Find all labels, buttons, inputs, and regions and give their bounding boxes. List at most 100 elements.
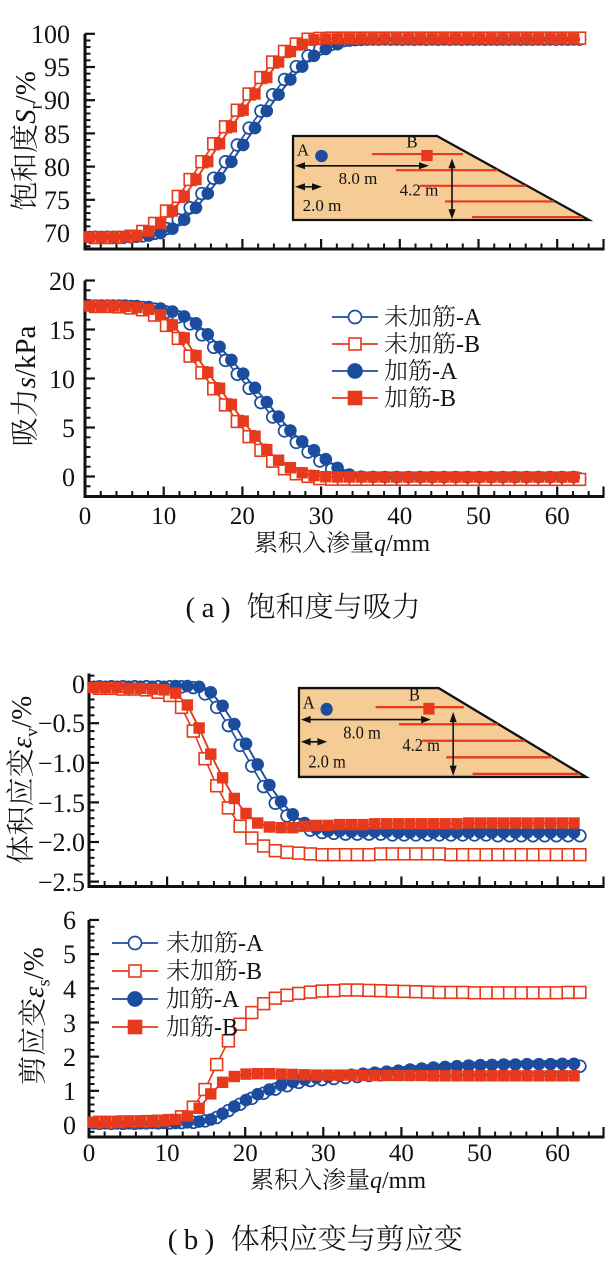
series-volumetric-strain-4 (88, 681, 580, 834)
dim-offset-arrow-head (312, 183, 322, 191)
paren: ) (220, 591, 231, 624)
x-title-text-shear-strain (250, 1168, 370, 1194)
marker (201, 187, 215, 200)
marker (556, 471, 568, 483)
series-volumetric-strain-2 (92, 681, 587, 862)
marker (474, 1070, 486, 1082)
marker (190, 349, 202, 362)
marker (166, 319, 179, 331)
series-saturation-4 (84, 33, 580, 243)
point-a-marker (320, 702, 333, 716)
marker (310, 1069, 322, 1081)
dim-offset-label: 2.0 m (308, 752, 346, 772)
marker (385, 984, 400, 998)
marker (192, 1115, 206, 1128)
marker (319, 452, 333, 466)
cjk-glyph (166, 986, 190, 1010)
marker (190, 173, 202, 186)
cjk-glyph (259, 1223, 288, 1252)
marker (233, 819, 247, 833)
marker (439, 1070, 451, 1082)
marker (189, 317, 203, 330)
dim-width-label: 8.0 m (339, 169, 378, 188)
marker (331, 461, 344, 475)
marker (549, 847, 564, 862)
marker (201, 328, 215, 341)
marker (204, 1113, 218, 1126)
inset-slope-diagram-2: A B 8.0 m 2.0 m 4.2 m (297, 685, 591, 779)
marker (514, 847, 529, 862)
marker (274, 1078, 288, 1092)
y-tick-label: 5 (62, 413, 75, 443)
x-title-unit-suction: /mm (385, 531, 431, 558)
marker (287, 822, 299, 834)
cjk-glyph (362, 591, 391, 620)
marker (251, 758, 264, 771)
y-tick-label: −1.5 (37, 788, 85, 818)
marker (450, 33, 462, 45)
marker (320, 33, 332, 45)
marker (307, 49, 321, 63)
marker (350, 983, 364, 997)
marker (284, 424, 297, 437)
marker (343, 33, 356, 45)
axes-shear-strain (87, 918, 605, 1139)
marker (272, 454, 285, 466)
marker (357, 1069, 369, 1082)
legend-label: -A (166, 986, 239, 1012)
marker (561, 847, 575, 862)
marker (95, 231, 108, 243)
x-tick-label: 30 (308, 502, 334, 530)
legend-label: -B (384, 385, 456, 411)
marker (391, 471, 403, 483)
dim-width-label: 8.0 m (343, 723, 381, 743)
marker (308, 34, 320, 46)
cjk-glyph (384, 358, 408, 382)
paren: ) (204, 1223, 215, 1256)
marker (404, 1069, 416, 1082)
marker (345, 818, 358, 831)
x-tick-label: 10 (151, 502, 177, 530)
marker (532, 1057, 546, 1071)
marker (479, 847, 493, 862)
marker (568, 471, 580, 483)
marker (298, 1069, 311, 1081)
cjk-glyph (214, 958, 238, 982)
marker (331, 471, 344, 483)
marker (225, 121, 238, 133)
marker (373, 847, 388, 861)
marker (409, 847, 423, 861)
marker (261, 71, 273, 84)
marker (397, 984, 411, 999)
marker (526, 847, 540, 862)
y-tick-label: 10 (49, 364, 75, 394)
point-b-marker (421, 149, 433, 162)
series-suction-4 (84, 300, 580, 483)
cjk-glyph (298, 1167, 322, 1191)
legend-marker (347, 309, 363, 325)
marker (236, 367, 250, 381)
marker (532, 33, 544, 45)
cjk-glyph (190, 930, 214, 954)
marker (146, 1115, 158, 1128)
x-axis-title-suction: q/mm (254, 530, 430, 556)
cjk-glyph (302, 530, 326, 554)
x-title-unit-shear-strain: /mm (381, 1168, 427, 1195)
marker (409, 984, 423, 999)
marker (331, 33, 344, 45)
marker (295, 60, 309, 73)
marker (248, 381, 262, 395)
marker (392, 1069, 404, 1082)
series-volumetric-strain (87, 679, 587, 862)
marker (439, 818, 451, 830)
marker (474, 826, 487, 839)
cjk-glyph (166, 930, 190, 954)
marker (205, 1088, 217, 1100)
legend-label: -B (166, 958, 262, 984)
marker (532, 826, 546, 839)
marker (280, 988, 294, 1002)
marker (533, 1070, 545, 1082)
marker (260, 104, 274, 118)
marker (420, 847, 435, 861)
